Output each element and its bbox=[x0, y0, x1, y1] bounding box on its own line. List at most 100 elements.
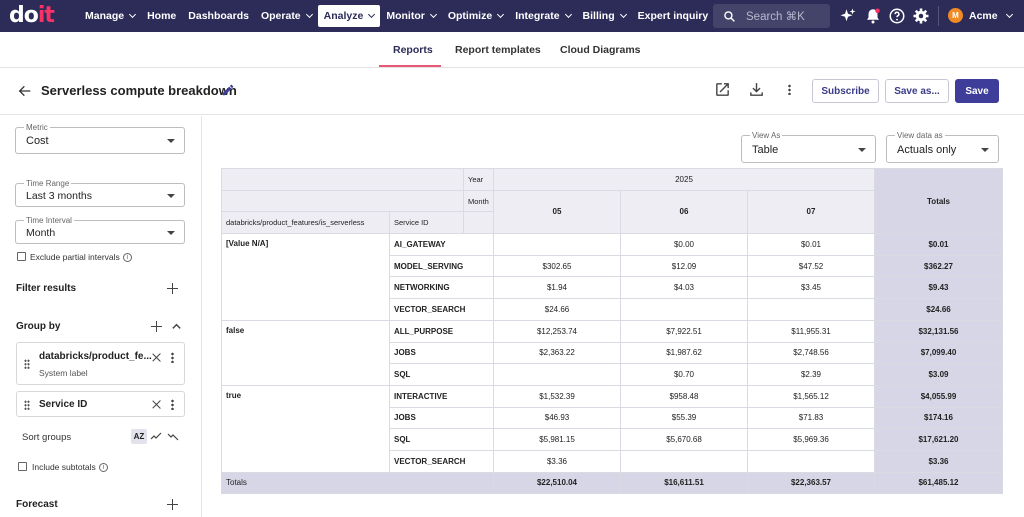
sort-groups-toggle: AZ bbox=[131, 429, 181, 444]
service-id-cell: NETWORKING bbox=[389, 276, 494, 300]
column-total-cell: $22,363.57 bbox=[747, 471, 875, 495]
metric-label: Metric bbox=[24, 123, 50, 132]
subscribe-button[interactable]: Subscribe bbox=[812, 79, 879, 103]
time-interval-value: Month bbox=[26, 227, 56, 239]
value-cell: $24.66 bbox=[493, 298, 621, 321]
service-id-cell: MODEL_SERVING bbox=[389, 254, 494, 278]
doit-logo[interactable]: doit bbox=[9, 3, 55, 28]
include-subtotals-checkbox[interactable] bbox=[18, 462, 27, 471]
save-button[interactable]: Save bbox=[955, 79, 999, 103]
account-menu[interactable]: M Acme bbox=[948, 8, 1013, 23]
search-box[interactable]: Search ⌘K bbox=[713, 4, 830, 28]
nav-item-monitor[interactable]: Monitor bbox=[380, 5, 442, 27]
row-dimension-header[interactable]: databricks/product_features/is_serverles… bbox=[221, 211, 390, 235]
chevron-down-icon bbox=[564, 10, 572, 19]
table-row: true INTERACTIVE $1,532.39 $958.48 $1,565.12… bbox=[221, 384, 1003, 473]
add-filter-plus-icon[interactable] bbox=[167, 283, 178, 294]
time-range-value: Last 3 months bbox=[26, 190, 92, 202]
totals-row: Totals $22,510.04 $16,611.51 $22,363.57 $61,… bbox=[221, 471, 1003, 495]
value-cell bbox=[747, 449, 875, 473]
row-group-key: true bbox=[221, 384, 390, 473]
chevron-down-icon bbox=[497, 10, 505, 19]
value-cell: $1.94 bbox=[493, 276, 621, 300]
value-cell: $11,955.31 bbox=[747, 319, 875, 343]
nav-item-billing[interactable]: Billing bbox=[577, 5, 632, 27]
service-id-header[interactable]: Service ID bbox=[389, 211, 464, 235]
service-id-cell: INTERACTIVE bbox=[389, 384, 494, 408]
notifications-bell-icon[interactable] bbox=[864, 7, 882, 25]
table-row: MODEL_SERVING $302.65 $12.09 $47.52 $362.27 bbox=[222, 254, 1003, 278]
year-label: Year bbox=[463, 168, 494, 191]
active-tab-indicator bbox=[379, 65, 441, 67]
ai-sparkle-icon[interactable] bbox=[839, 7, 857, 25]
page-title: Serverless compute breakdown bbox=[41, 83, 237, 98]
row-total-cell: $9.43 bbox=[874, 276, 1003, 300]
tab-report-templates[interactable]: Report templates bbox=[455, 44, 541, 56]
service-id-cell: SQL bbox=[389, 428, 494, 451]
time-interval-select[interactable]: Time Interval Month bbox=[15, 216, 185, 244]
metric-select[interactable]: Metric Cost bbox=[15, 123, 185, 154]
add-group-plus-icon[interactable] bbox=[151, 321, 162, 332]
month-header: 05 bbox=[493, 189, 621, 235]
remove-close-icon[interactable] bbox=[152, 353, 161, 362]
service-id-cell: SQL bbox=[389, 363, 494, 386]
nav-item-dashboards[interactable]: Dashboards bbox=[188, 10, 249, 22]
download-icon[interactable] bbox=[748, 81, 765, 98]
dropdown-arrow-icon bbox=[167, 231, 175, 235]
service-id-cell: VECTOR_SEARCH bbox=[389, 298, 494, 321]
sort-descending-icon[interactable] bbox=[165, 429, 181, 444]
reports-tabs: Reports Report templates Cloud Diagrams bbox=[0, 32, 1024, 68]
open-external-icon[interactable] bbox=[714, 81, 731, 98]
header-empty bbox=[463, 211, 494, 235]
more-options-icon[interactable] bbox=[171, 399, 174, 410]
nav-item-integrate[interactable]: Integrate bbox=[509, 5, 576, 27]
header-row-dimensions: databricks/product_features/is_serverles… bbox=[221, 211, 1003, 235]
collapse-chevron-up-icon[interactable] bbox=[171, 321, 182, 332]
value-cell: $302.65 bbox=[493, 254, 621, 278]
sort-alphabetical-button[interactable]: AZ bbox=[131, 429, 147, 444]
drag-handle-icon[interactable] bbox=[24, 400, 30, 410]
value-cell: $4.03 bbox=[620, 276, 748, 300]
view-as-label: View As bbox=[750, 131, 783, 140]
value-cell: $5,969.36 bbox=[747, 428, 875, 451]
time-interval-label: Time Interval bbox=[24, 216, 74, 225]
nav-item-manage[interactable]: Manage bbox=[79, 5, 141, 27]
group-item-title: Service ID bbox=[39, 399, 88, 410]
nav-item-expert-inquiry[interactable]: Expert inquiry bbox=[637, 10, 709, 22]
search-placeholder: Search ⌘K bbox=[746, 11, 805, 23]
table-row: [Value N/A] AI_GATEWAY $0.00 $0.01 $0.01 bbox=[221, 233, 1003, 321]
nav-item-analyze[interactable]: Analyze bbox=[317, 5, 381, 27]
add-forecast-plus-icon[interactable] bbox=[167, 499, 178, 510]
filter-results-heading: Filter results bbox=[16, 283, 77, 294]
nav-item-operate[interactable]: Operate bbox=[255, 5, 318, 27]
time-range-select[interactable]: Time Range Last 3 months bbox=[15, 179, 185, 207]
group-by-item-product-features[interactable]: databricks/product_fe... System label bbox=[16, 342, 185, 385]
top-nav-bar: doit Manage Home Dashboards Operate Analyze M… bbox=[0, 0, 1024, 32]
back-arrow-icon[interactable] bbox=[17, 83, 33, 99]
totals-row-label: Totals bbox=[221, 471, 494, 495]
help-icon[interactable] bbox=[888, 7, 906, 25]
value-cell: $0.70 bbox=[620, 363, 748, 386]
value-cell: $3.36 bbox=[493, 449, 621, 473]
more-options-icon[interactable] bbox=[788, 84, 791, 95]
value-cell bbox=[620, 449, 748, 473]
drag-handle-icon[interactable] bbox=[24, 359, 30, 369]
save-as-button[interactable]: Save as... bbox=[885, 79, 949, 103]
exclude-partial-checkbox[interactable] bbox=[17, 252, 26, 261]
settings-gear-icon[interactable] bbox=[912, 7, 930, 25]
service-id-cell: ALL_PURPOSE bbox=[389, 319, 494, 343]
tab-reports[interactable]: Reports bbox=[393, 44, 433, 56]
value-cell: $12,253.74 bbox=[493, 319, 621, 343]
remove-close-icon[interactable] bbox=[152, 400, 161, 409]
main-menu: Manage Home Dashboards Operate Analyze Monito… bbox=[79, 5, 714, 27]
value-cell: $2,363.22 bbox=[493, 341, 621, 365]
nav-item-optimize[interactable]: Optimize bbox=[442, 5, 509, 27]
more-options-icon[interactable] bbox=[171, 352, 174, 363]
edit-pencil-icon[interactable] bbox=[221, 83, 235, 97]
view-as-select[interactable]: View As Table bbox=[741, 131, 876, 163]
nav-item-home[interactable]: Home bbox=[147, 10, 177, 22]
tab-cloud-diagrams[interactable]: Cloud Diagrams bbox=[560, 44, 641, 56]
group-by-item-service-id[interactable]: Service ID bbox=[16, 391, 185, 417]
sort-ascending-icon[interactable] bbox=[148, 429, 164, 444]
view-data-as-select[interactable]: View data as Actuals only bbox=[886, 131, 999, 163]
